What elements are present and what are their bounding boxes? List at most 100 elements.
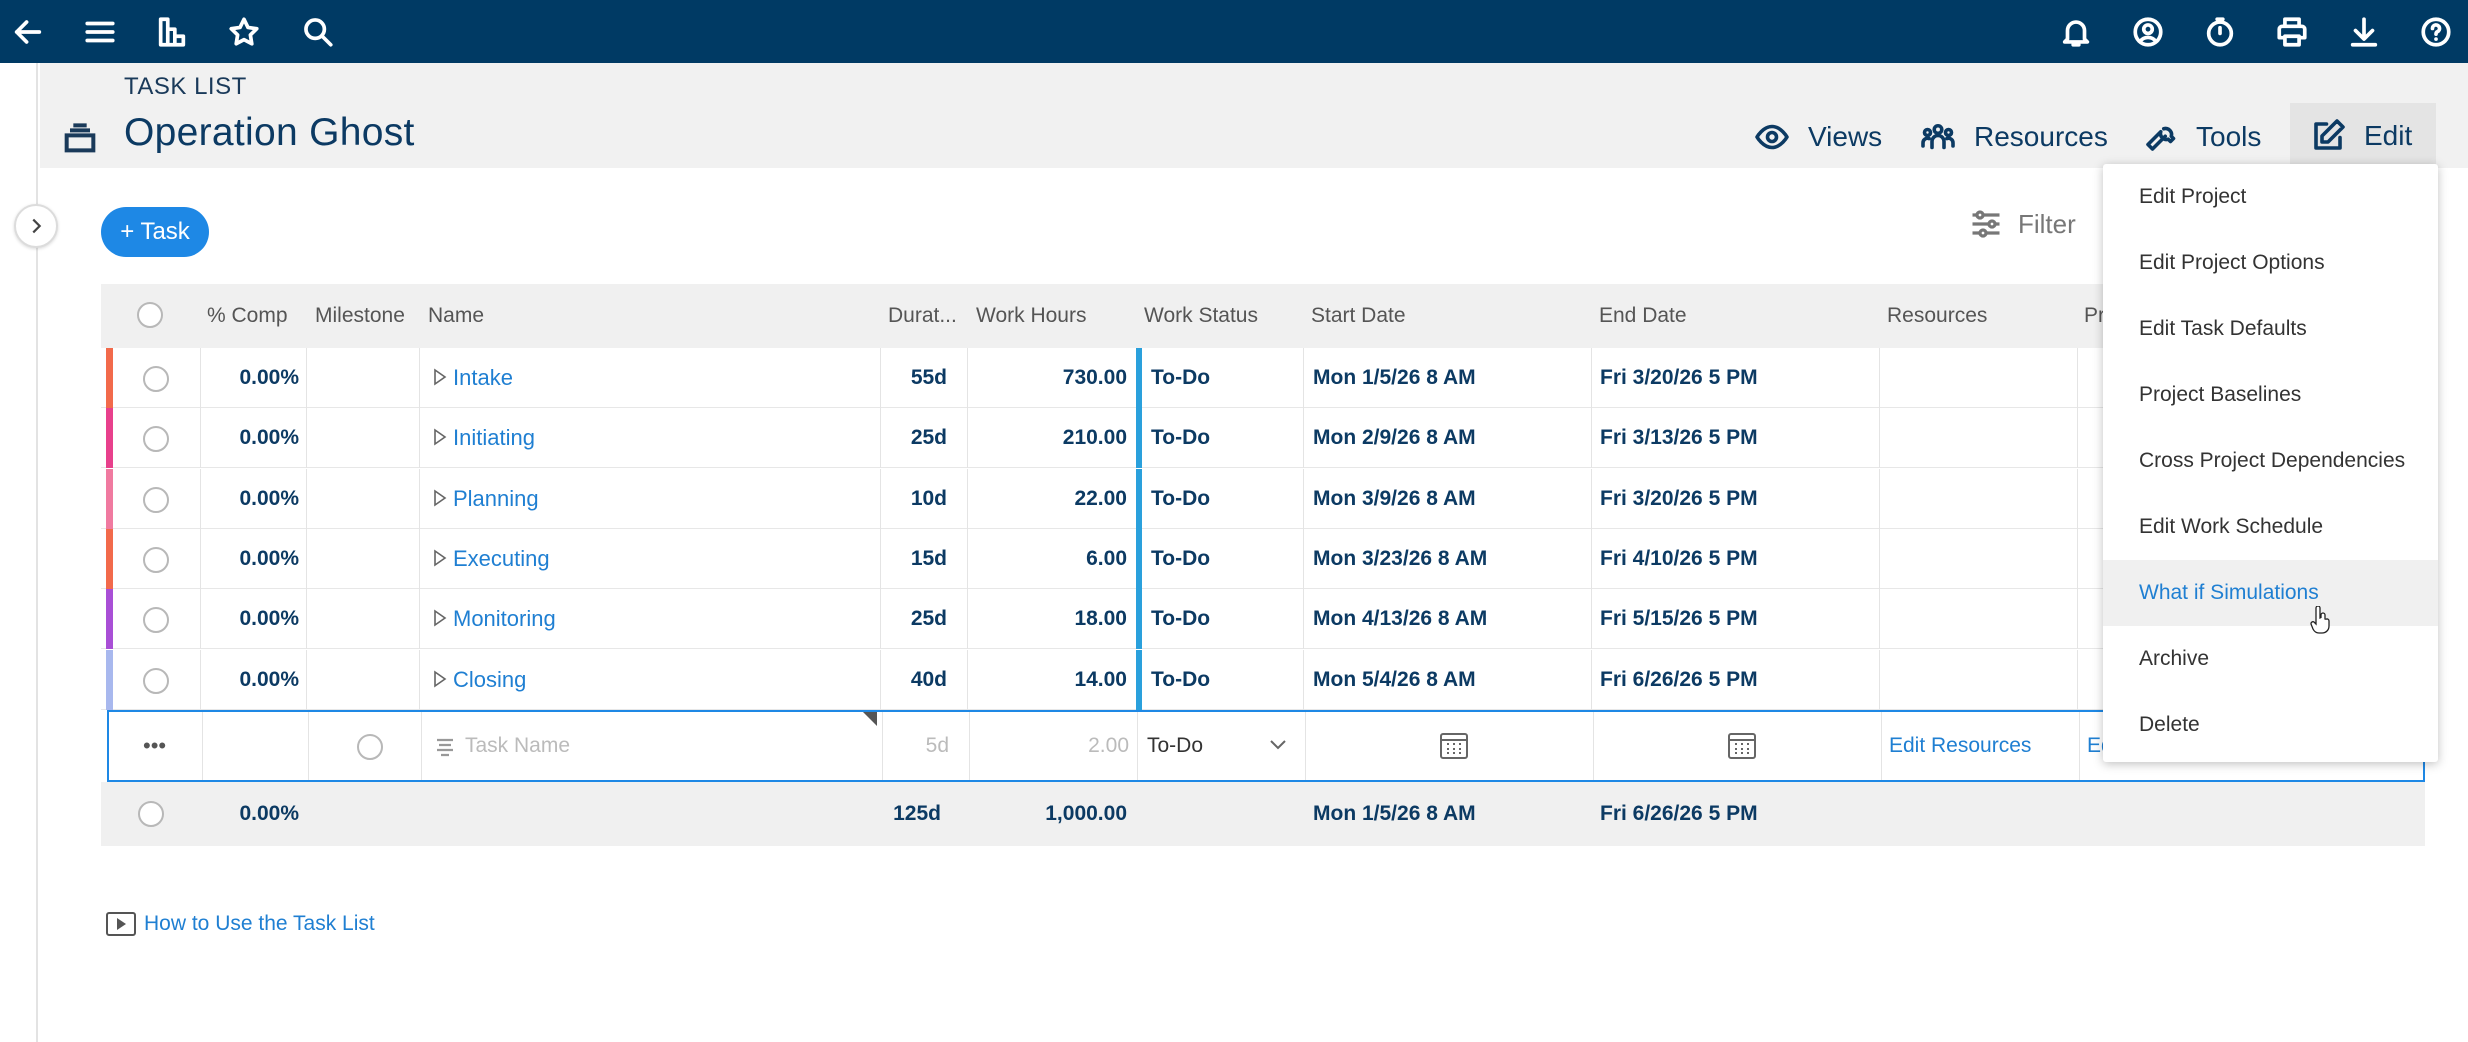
tools-button[interactable]: Tools	[2142, 111, 2261, 163]
row-checkbox[interactable]	[143, 426, 169, 453]
column-header-milestone[interactable]: Milestone	[315, 304, 405, 327]
menu-icon[interactable]	[78, 10, 122, 54]
expand-caret-icon[interactable]	[433, 609, 447, 627]
menu-item-edit-project-options[interactable]: Edit Project Options	[2139, 251, 2325, 274]
row-more-options-button[interactable]: •••	[143, 733, 167, 758]
work-status-select[interactable]: To-Do	[1147, 734, 1204, 757]
reports-icon[interactable]	[150, 10, 194, 54]
chevron-down-icon[interactable]	[1269, 738, 1287, 752]
row-checkbox[interactable]	[143, 667, 169, 694]
bell-icon[interactable]	[2054, 10, 2098, 54]
filter-button[interactable]: Filter	[1968, 204, 2076, 244]
milestone-toggle[interactable]	[357, 734, 383, 760]
expand-caret-icon[interactable]	[433, 669, 447, 688]
totals-duration: 125d	[893, 802, 941, 825]
menu-item-what-if-simulations[interactable]: What if Simulations	[2103, 560, 2438, 626]
eye-icon	[1755, 124, 1789, 150]
expand-caret-icon[interactable]	[433, 489, 447, 507]
column-header-resources[interactable]: Resources	[1887, 304, 1988, 327]
edit-resources-link[interactable]: Edit Resources	[1889, 734, 2032, 757]
row-work-hours: 14.00	[1074, 667, 1127, 691]
column-header-comp[interactable]: % Comp	[207, 304, 288, 327]
menu-item-cross-project-dependencies[interactable]: Cross Project Dependencies	[2139, 449, 2406, 472]
back-arrow-icon[interactable]	[6, 10, 50, 54]
tools-label: Tools	[2196, 121, 2262, 152]
row-duration: 15d	[910, 546, 947, 570]
start-date-calendar-icon[interactable]	[1439, 732, 1469, 760]
row-name-link[interactable]: Initiating	[453, 425, 535, 451]
user-circle-icon[interactable]	[2126, 10, 2170, 54]
page-title: Operation Ghost	[124, 111, 415, 154]
edit-label: Edit	[2364, 119, 2413, 151]
expand-caret-icon[interactable]	[433, 549, 447, 567]
status-indicator-bar	[1136, 649, 1142, 710]
table-row[interactable]: 0.00% Intake 55d 730.00 To-Do Mon 1/5/26 8 AM…	[101, 348, 2425, 408]
work-hours-input[interactable]: 2.00	[1088, 734, 1129, 757]
table-row[interactable]: 0.00% Initiating 25d 210.00 To-Do Mon 2/9/26 …	[101, 408, 2425, 469]
expand-caret-icon[interactable]	[433, 428, 447, 446]
table-row[interactable]: 0.00% Executing 15d 6.00 To-Do Mon 3/23/26 8 …	[101, 528, 2425, 589]
timer-icon[interactable]	[2198, 10, 2242, 54]
row-name-link[interactable]: Closing	[453, 666, 527, 692]
end-date-calendar-icon[interactable]	[1727, 732, 1757, 760]
hand-cursor-icon	[2310, 606, 2330, 634]
row-work-hours: 730.00	[1062, 366, 1127, 389]
menu-item-delete[interactable]: Delete	[2139, 713, 2200, 736]
row-checkbox[interactable]	[143, 546, 169, 573]
table-row[interactable]: 0.00% Monitoring 25d 18.00 To-Do Mon 4/13/26 …	[101, 589, 2425, 650]
resources-button[interactable]: Resources	[1920, 111, 2108, 163]
sliders-icon	[1972, 210, 2000, 238]
column-header-end-date[interactable]: End Date	[1599, 304, 1687, 327]
add-task-button[interactable]: + Task	[101, 207, 209, 257]
row-work-hours: 6.00	[1086, 546, 1127, 570]
expand-sidebar-button[interactable]	[14, 204, 58, 248]
people-group-icon	[1921, 123, 1955, 150]
layers-icon	[60, 117, 100, 157]
menu-item-archive[interactable]: Archive	[2139, 647, 2210, 670]
row-checkbox[interactable]	[143, 607, 169, 634]
totals-checkbox[interactable]	[138, 801, 164, 827]
row-name-link[interactable]: Monitoring	[453, 606, 556, 632]
new-task-row[interactable]: ••• Task Name 5d 2.00 To-Do Edit Resourc…	[107, 710, 2425, 782]
status-indicator-bar	[1136, 408, 1142, 469]
column-header-start-date[interactable]: Start Date	[1311, 304, 1406, 327]
row-name-link[interactable]: Planning	[453, 485, 539, 511]
table-row[interactable]: 0.00% Closing 40d 14.00 To-Do Mon 5/4/26 8 AM…	[101, 649, 2425, 710]
status-indicator-bar	[1136, 589, 1142, 650]
row-duration: 55d	[910, 366, 947, 389]
expand-caret-icon[interactable]	[433, 368, 447, 386]
edit-button[interactable]: Edit	[2290, 103, 2437, 168]
row-end-date: Fri 3/20/26 5 PM	[1600, 366, 1758, 389]
row-name-link[interactable]: Executing	[453, 545, 550, 571]
table-row[interactable]: 0.00% Planning 10d 22.00 To-Do Mon 3/9/26 8 A…	[101, 468, 2425, 529]
edit-pencil-icon	[2314, 118, 2345, 150]
row-color-stripe	[106, 468, 113, 529]
duration-input[interactable]: 5d	[925, 734, 949, 757]
column-header-work-hours[interactable]: Work Hours	[976, 304, 1087, 327]
how-to-use-link[interactable]: How to Use the Task List	[106, 912, 375, 936]
task-name-input[interactable]: Task Name	[465, 734, 571, 757]
star-icon[interactable]	[222, 10, 266, 54]
print-icon[interactable]	[2270, 10, 2314, 54]
totals-hours: 1,000.00	[1045, 802, 1127, 825]
column-header-pr[interactable]: Pr	[2084, 304, 2105, 327]
column-header-duration[interactable]: Durat...	[888, 304, 957, 327]
help-icon[interactable]	[2414, 10, 2458, 54]
row-comp: 0.00%	[239, 486, 299, 510]
select-all-checkbox[interactable]	[137, 302, 163, 328]
menu-item-edit-project[interactable]: Edit Project	[2139, 185, 2247, 208]
download-icon[interactable]	[2342, 10, 2386, 54]
row-name-link[interactable]: Intake	[453, 365, 513, 390]
menu-item-edit-task-defaults[interactable]: Edit Task Defaults	[2139, 317, 2307, 340]
search-icon[interactable]	[296, 10, 340, 54]
totals-start: Mon 1/5/26 8 AM	[1313, 802, 1476, 825]
totals-end: Fri 6/26/26 5 PM	[1600, 802, 1758, 825]
row-checkbox[interactable]	[143, 366, 169, 392]
column-header-work-status[interactable]: Work Status	[1144, 304, 1258, 327]
menu-item-project-baselines[interactable]: Project Baselines	[2139, 383, 2302, 406]
row-start-date: Mon 3/9/26 8 AM	[1313, 486, 1476, 510]
column-header-name[interactable]: Name	[428, 304, 485, 327]
views-button[interactable]: Views	[1754, 111, 1882, 163]
menu-item-edit-work-schedule[interactable]: Edit Work Schedule	[2139, 515, 2324, 538]
row-checkbox[interactable]	[143, 486, 169, 513]
